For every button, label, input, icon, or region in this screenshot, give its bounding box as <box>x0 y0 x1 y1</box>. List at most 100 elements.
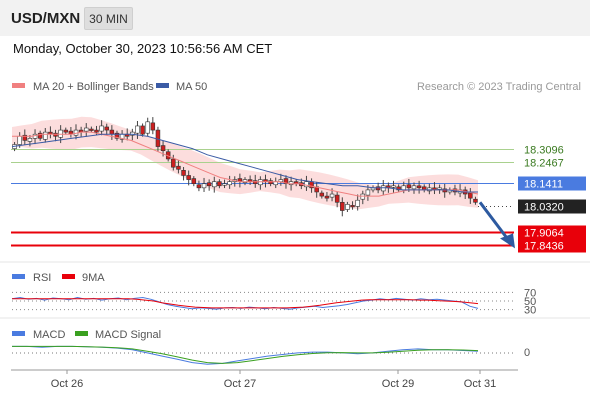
candle-body <box>396 186 401 191</box>
candle-body <box>411 185 417 190</box>
candle-body <box>468 192 473 199</box>
candle-body <box>135 125 140 134</box>
ma50-legend-label: MA 50 <box>176 81 207 93</box>
rsi-legend-label: RSI <box>33 272 51 284</box>
candle-body <box>140 125 145 135</box>
candle-body <box>176 165 181 170</box>
candle-body <box>114 132 120 139</box>
candle-body <box>43 131 48 140</box>
macd-zero-label: 0 <box>524 347 530 359</box>
candle-body <box>329 193 335 198</box>
candle-body <box>283 178 289 185</box>
candle-body <box>222 183 227 186</box>
macd-legend-label: MACD <box>33 329 65 341</box>
ma20-legend-swatch <box>12 83 25 88</box>
ma20-legend-label: MA 20 + Bollinger Bands <box>33 81 154 93</box>
candle-body <box>427 187 432 192</box>
level-label-bg-2 <box>518 176 586 191</box>
level-label-4: 17.9064 <box>524 228 564 240</box>
candle-body <box>437 187 442 190</box>
currency-pair-title: USD/MXN <box>11 10 81 27</box>
candle-body <box>406 184 412 189</box>
candle-body <box>171 158 176 168</box>
candle-body <box>381 185 386 192</box>
rsi-level-label: 30 <box>524 305 536 317</box>
macd-signal-legend-label: MACD Signal <box>95 329 161 341</box>
candle-body <box>84 127 89 132</box>
level-label-5: 17.8436 <box>524 241 564 253</box>
macd-signal-line <box>12 345 479 364</box>
forecast-arrow-head <box>500 233 515 249</box>
candle-body <box>227 181 232 186</box>
candle-body <box>212 181 217 188</box>
level-label-1: 18.2467 <box>524 158 564 170</box>
candle-body <box>37 132 43 139</box>
candle-body <box>360 193 366 200</box>
chart-timestamp: Monday, October 30, 2023 10:56:56 AM CET <box>13 41 273 56</box>
candle-body <box>130 131 135 136</box>
x-tick-label: Oct 27 <box>224 378 256 390</box>
candle-body <box>53 132 58 137</box>
candle-body <box>217 181 222 187</box>
candle-body <box>391 185 396 188</box>
level-label-3: 18.0320 <box>524 202 564 214</box>
candle-body <box>355 199 360 207</box>
candlesticks <box>12 117 478 217</box>
candle-body <box>22 134 28 141</box>
x-tick-label: Oct 26 <box>51 378 83 390</box>
rsi-legend-swatch <box>12 274 25 279</box>
timeframe-button[interactable]: 30 MIN <box>84 7 133 30</box>
rsi-ma-line <box>12 298 479 309</box>
candle-body <box>99 125 104 132</box>
rsi-level-label: 70 <box>524 287 536 299</box>
candle-body <box>442 188 447 193</box>
candle-body <box>345 204 350 210</box>
chart-header: USD/MXN 30 MIN <box>0 0 590 36</box>
candle-body <box>104 126 109 131</box>
ma50-legend-swatch <box>156 83 169 88</box>
macd-signal-legend-swatch <box>75 331 88 336</box>
level-label-0: 18.3096 <box>524 145 564 157</box>
ma20-line <box>12 131 479 197</box>
candle-body <box>63 129 69 133</box>
candle-body <box>109 129 115 135</box>
candle-body <box>58 129 63 138</box>
candle-body <box>365 189 371 196</box>
ma50-line <box>11 133 478 193</box>
level-label-2: 18.1411 <box>524 179 563 191</box>
candle-body <box>340 201 345 211</box>
level-label-bg-4 <box>518 225 586 240</box>
candle-body <box>89 128 94 131</box>
candle-body <box>416 185 422 189</box>
rsi-ma-legend-swatch <box>62 274 75 279</box>
candle-body <box>324 195 330 199</box>
rsi-ma-legend-label: 9MA <box>82 272 105 284</box>
candle-body <box>206 182 212 187</box>
candle-body <box>375 186 381 191</box>
macd-legend-swatch <box>12 331 25 336</box>
candle-body <box>334 194 340 203</box>
candle-body <box>350 205 355 208</box>
x-tick-label: Oct 29 <box>382 378 414 390</box>
candle-body <box>401 185 406 191</box>
candle-body <box>196 184 202 189</box>
forecast-arrow <box>478 201 510 241</box>
candle-body <box>94 129 99 133</box>
watermark: Research © 2023 Trading Central <box>417 81 581 93</box>
level-label-bg-3 <box>518 199 586 214</box>
candle-body <box>242 179 248 183</box>
candle-body <box>160 145 166 152</box>
candle-body <box>27 138 33 142</box>
x-tick-label: Oct 31 <box>464 378 496 390</box>
candle-body <box>145 121 150 134</box>
rsi-level-label: 50 <box>524 296 536 308</box>
candle-body <box>201 183 207 189</box>
candle-body <box>17 135 22 145</box>
level-label-bg-5 <box>518 238 586 253</box>
candle-body <box>186 175 191 180</box>
x-axis-ticks: Oct 26 Oct 27 Oct 29 Oct 31 <box>51 370 496 390</box>
candle-body <box>304 181 309 188</box>
candle-body <box>319 192 325 197</box>
